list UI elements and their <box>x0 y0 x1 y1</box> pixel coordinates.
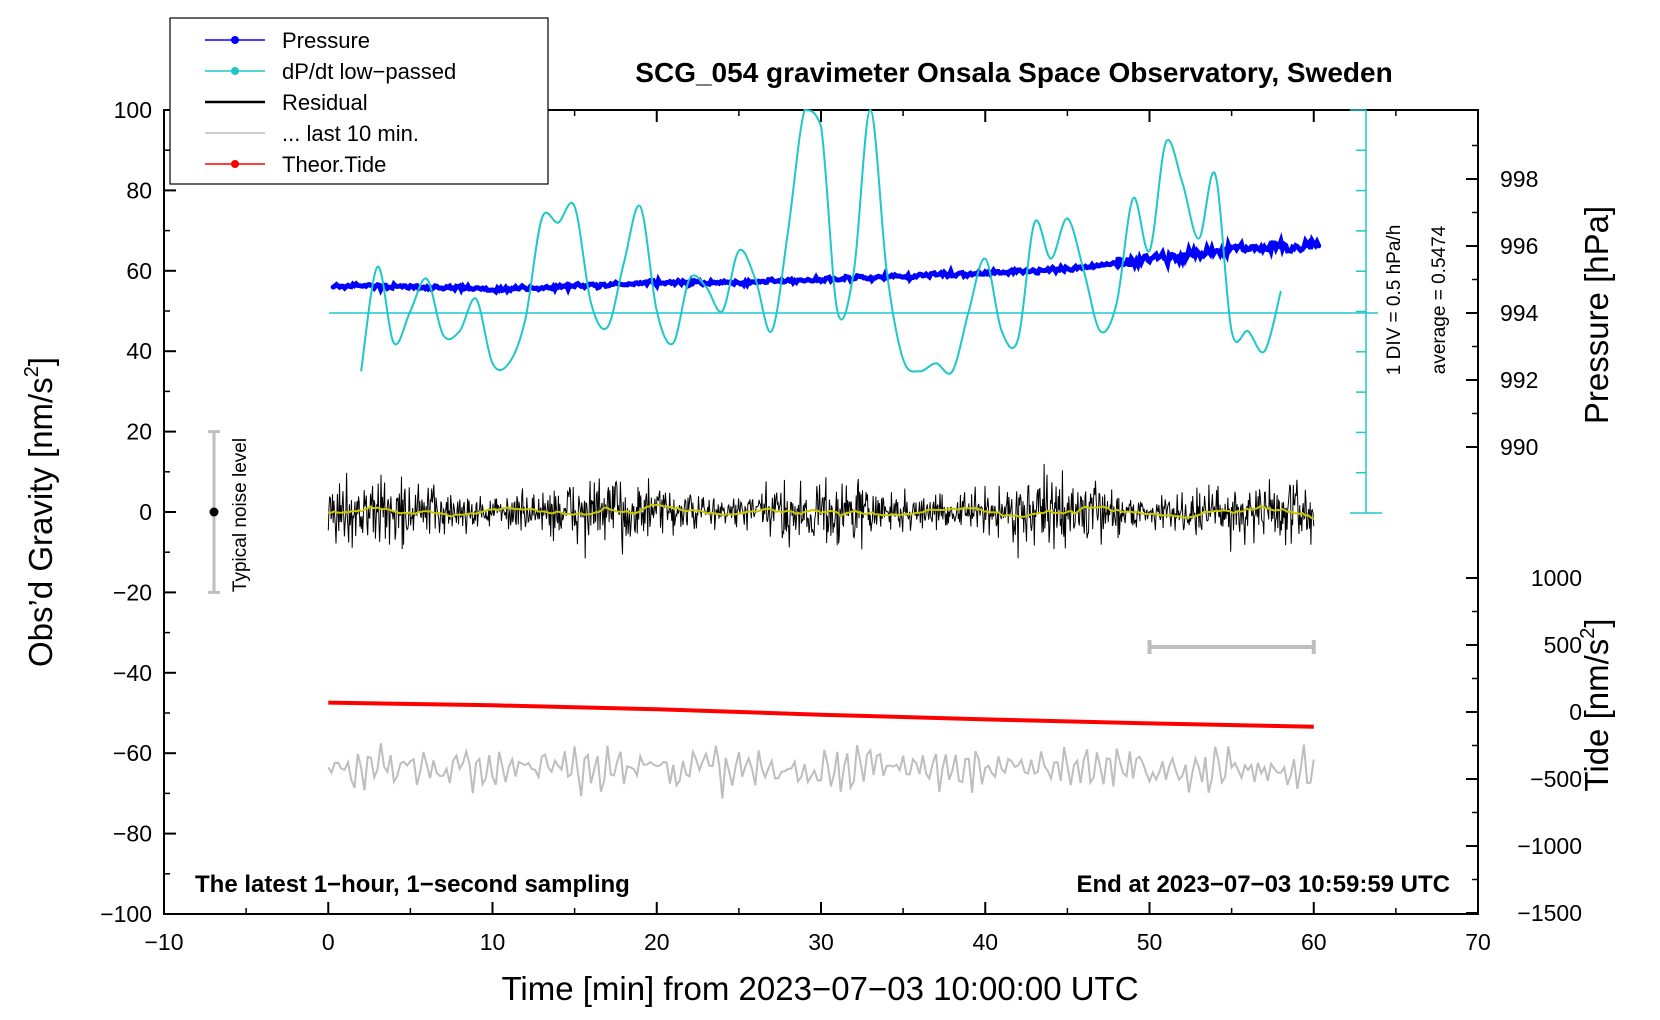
tide-axis-ticks: −1500 −1000 −500 0 500 1000 <box>1466 565 1582 926</box>
pressure-tick-label: 994 <box>1500 300 1539 326</box>
tide-axis-title-sup: 2 <box>1577 628 1599 639</box>
y-tick-label: 0 <box>139 499 152 525</box>
legend-marker <box>231 36 239 44</box>
legend-marker <box>231 160 239 168</box>
tide-tick-label: 500 <box>1544 632 1582 658</box>
tide-tick-label: −1000 <box>1517 833 1582 859</box>
x-tick-label: 20 <box>644 929 670 955</box>
y-axis-title-sup: 2 <box>21 366 43 377</box>
legend-label: dP/dt low−passed <box>282 59 456 84</box>
last-10-min-range-bar <box>1147 640 1316 654</box>
pressure-tick-label: 996 <box>1500 233 1538 259</box>
tide-axis-title: Tide [nm/s2] <box>1577 618 1615 791</box>
x-tick-label: 10 <box>480 929 506 955</box>
tide-series <box>328 700 1314 729</box>
noise-center-dot <box>209 507 219 517</box>
residual-line <box>327 463 1315 559</box>
tide-line <box>328 700 1314 729</box>
bottom-right-note: End at 2023−07−03 10:59:59 UTC <box>1076 871 1450 898</box>
dpdt-series <box>360 108 1282 375</box>
x-tick-label: 70 <box>1465 929 1491 955</box>
legend-label: Residual <box>282 90 368 115</box>
legend: Pressure dP/dt low−passed Residual ... last… <box>169 17 549 185</box>
x-tick-label: 30 <box>808 929 834 955</box>
y-tick-label: 80 <box>126 177 152 203</box>
average-note: average = 0.5474 <box>1429 225 1450 374</box>
y-tick-label: 20 <box>126 419 152 445</box>
x-tick-label: −10 <box>144 929 183 955</box>
pressure-tick-label: 990 <box>1500 434 1538 460</box>
bottom-left-note: The latest 1−hour, 1−second sampling <box>195 871 630 898</box>
tide-tick-label: −500 <box>1530 766 1582 792</box>
y-tick-label: −20 <box>113 579 152 605</box>
pressure-axis-ticks: 990 992 994 996 998 <box>1466 144 1539 460</box>
dpdt-scale-bar <box>1350 109 1382 514</box>
y-tick-label: −40 <box>113 660 152 686</box>
y-axis-ticks: −100 −80 −60 −40 −20 0 20 40 60 80 100 <box>100 97 176 927</box>
x-axis-ticks: −10 0 10 20 30 40 50 60 70 <box>144 110 1491 955</box>
y-axis-title: Obs’d Gravity [nm/s2] <box>21 357 59 667</box>
div-note: 1 DIV = 0.5 hPa/h <box>1384 225 1405 376</box>
residual-series <box>327 463 1315 559</box>
chart-title: SCG_054 gravimeter Onsala Space Observat… <box>635 57 1392 88</box>
y-tick-label: 40 <box>126 338 152 364</box>
x-tick-label: 0 <box>322 929 335 955</box>
pressure-line <box>330 232 1322 296</box>
tide-tick-label: −1500 <box>1517 900 1582 926</box>
pressure-series <box>330 232 1322 296</box>
noise-label: Typical noise level <box>230 438 251 592</box>
tide-tick-label: 0 <box>1569 699 1582 725</box>
y-tick-label: −80 <box>113 821 152 847</box>
legend-label: Pressure <box>282 28 370 53</box>
residual-smoothed-line <box>328 503 1315 520</box>
y-tick-label: −60 <box>113 740 152 766</box>
x-tick-label: 40 <box>972 929 998 955</box>
tide-tick-label: 1000 <box>1531 565 1582 591</box>
dpdt-line <box>360 108 1282 375</box>
x-tick-label: 60 <box>1301 929 1327 955</box>
legend-label: ... last 10 min. <box>282 121 419 146</box>
last-10-min-line <box>327 743 1315 799</box>
tide-axis-title-close: ] <box>1578 618 1615 627</box>
pressure-tick-label: 998 <box>1500 166 1538 192</box>
pressure-tick-label: 992 <box>1500 367 1538 393</box>
y-axis-title-main: Obs’d Gravity [nm/s <box>22 377 59 667</box>
tide-axis-title-main: Tide [nm/s <box>1578 639 1615 792</box>
x-axis-title: Time [min] from 2023−07−03 10:00:00 UTC <box>501 970 1138 1007</box>
last-10-min-series <box>327 743 1315 799</box>
x-tick-label: 50 <box>1137 929 1163 955</box>
noise-level-bar <box>208 430 220 594</box>
y-tick-label: −100 <box>100 901 152 927</box>
legend-marker <box>231 67 239 75</box>
legend-label: Theor.Tide <box>282 152 386 177</box>
y-tick-label: 100 <box>114 97 152 123</box>
pressure-axis-title: Pressure [hPa] <box>1578 206 1615 424</box>
y-axis-title-close: ] <box>22 357 59 366</box>
y-tick-label: 60 <box>126 258 152 284</box>
